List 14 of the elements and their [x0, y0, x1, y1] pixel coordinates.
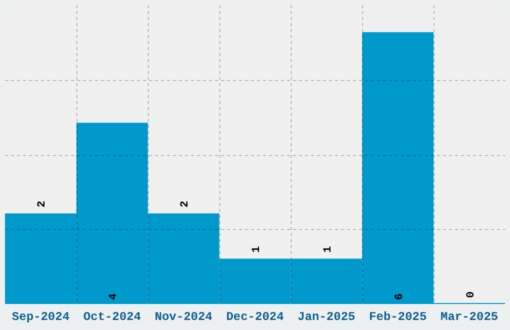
data-label: 1 [251, 246, 263, 253]
x-tick-label: Oct-2024 [83, 310, 141, 324]
data-label: 0 [465, 291, 478, 298]
data-label: 2 [36, 200, 49, 208]
x-tick-label: Jan-2025 [298, 310, 356, 324]
data-label: 4 [108, 293, 120, 300]
data-label: 2 [180, 200, 192, 208]
x-tick-label: Dec-2024 [226, 310, 284, 324]
x-tick-label: Sep-2024 [12, 310, 70, 324]
x-tick-label: Feb-2025 [369, 310, 427, 324]
data-label: 1 [322, 246, 334, 253]
x-tick-label: Nov-2024 [154, 310, 212, 324]
x-tick-label: Mar-2025 [440, 310, 498, 324]
data-label: 6 [394, 293, 406, 300]
